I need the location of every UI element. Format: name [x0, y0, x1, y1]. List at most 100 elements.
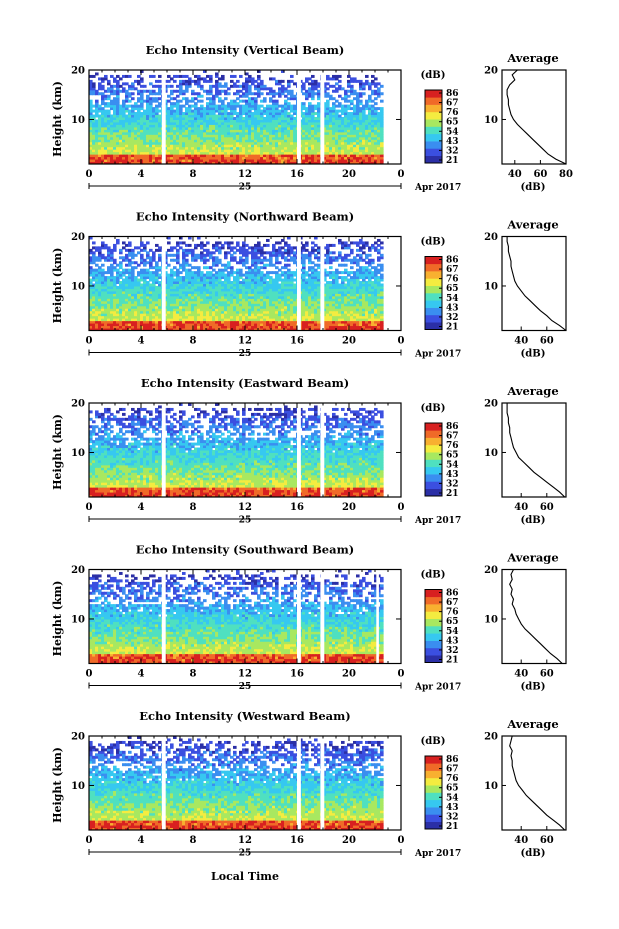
heatmap-cell — [266, 117, 270, 120]
heatmap-cell — [113, 104, 117, 108]
heatmap-cell — [311, 318, 315, 322]
heatmap-cell — [347, 151, 351, 155]
heatmap-cell — [317, 102, 321, 106]
heatmap-cell — [158, 89, 162, 93]
heatmap-cell — [104, 136, 108, 140]
heatmap-cell — [275, 303, 279, 307]
heatmap-cell — [209, 141, 213, 145]
heatmap-cell — [308, 102, 312, 106]
heatmap-cell — [305, 281, 309, 284]
heatmap-cell — [266, 124, 270, 128]
heatmap-cell — [368, 285, 372, 289]
heatmap-cell — [311, 151, 315, 155]
heatmap-cell — [326, 320, 330, 324]
heatmap-cell — [314, 107, 318, 111]
heatmap-cell — [248, 313, 252, 317]
heatmap-cell — [152, 146, 156, 150]
heatmap-cell — [200, 315, 204, 319]
heatmap-cell — [173, 283, 177, 287]
heatmap-cell — [227, 293, 231, 297]
heatmap-cell — [218, 313, 222, 317]
heatmap-cell — [242, 161, 246, 165]
heatmap-cell — [158, 139, 162, 143]
heatmap-cell — [341, 290, 345, 294]
heatmap-cell — [323, 104, 327, 108]
heatmap-cell — [284, 151, 288, 155]
heatmap-cell — [287, 315, 291, 319]
heatmap-cell — [374, 149, 378, 153]
heatmap-cell — [329, 124, 333, 128]
heatmap-cell — [221, 146, 225, 150]
heatmap-cell — [116, 320, 120, 324]
heatmap-cell — [263, 109, 267, 113]
heatmap-cell — [98, 300, 102, 304]
heatmap-cell — [311, 161, 315, 165]
heatmap-cell — [101, 313, 105, 317]
heatmap-cell — [353, 318, 357, 322]
heatmap-cell — [290, 293, 294, 297]
heatmap-cell — [272, 141, 276, 145]
heatmap-cell — [215, 156, 219, 160]
heatmap-cell — [287, 129, 291, 133]
heatmap-cell — [122, 285, 126, 289]
heatmap-cell — [98, 134, 102, 138]
heatmap-cell — [119, 313, 123, 317]
heatmap-cell — [287, 156, 291, 160]
heatmap-cell — [194, 313, 198, 317]
heatmap-cell — [254, 283, 258, 287]
heatmap-cell — [245, 94, 249, 98]
heatmap-cell — [134, 129, 138, 133]
heatmap-cell — [191, 149, 195, 153]
heatmap-cell — [206, 121, 210, 125]
heatmap-cell — [212, 295, 216, 299]
heatmap-cell — [326, 318, 330, 322]
heatmap-cell — [92, 318, 96, 322]
heatmap-cell — [377, 161, 381, 165]
heatmap-cell — [329, 94, 333, 98]
heatmap-cell — [110, 310, 114, 314]
heatmap-cell — [206, 134, 210, 138]
heatmap-cell — [227, 315, 231, 319]
heatmap-cell — [260, 146, 264, 150]
heatmap-cell — [191, 281, 195, 284]
heatmap-cell — [122, 290, 126, 294]
heatmap-cell — [221, 139, 225, 143]
heatmap-cell — [233, 129, 237, 133]
heatmap-cell — [275, 154, 279, 158]
heatmap-cell — [239, 308, 243, 312]
heatmap-cell — [167, 99, 171, 103]
heatmap-cell — [206, 126, 210, 130]
heatmap-cell — [371, 159, 375, 163]
heatmap-cell — [170, 308, 174, 312]
heatmap-cell — [122, 308, 126, 312]
heatmap-cell — [176, 112, 180, 116]
heatmap-cell — [248, 124, 252, 128]
heatmap-cell — [329, 293, 333, 297]
heatmap-cell — [116, 295, 120, 299]
heatmap-cell — [155, 318, 159, 322]
heatmap-cell — [89, 308, 93, 312]
heatmap-cell — [185, 315, 189, 319]
heatmap-cell — [260, 308, 264, 312]
heatmap-cell — [371, 290, 375, 294]
heatmap-cell — [329, 283, 333, 287]
heatmap-cell — [179, 112, 183, 116]
heatmap-cell — [323, 320, 327, 324]
heatmap-cell — [317, 300, 321, 304]
heatmap-cell — [182, 310, 186, 314]
heatmap-cell — [98, 151, 102, 155]
heatmap-cell — [89, 154, 93, 158]
heatmap-cell — [335, 121, 339, 125]
heatmap-cell — [242, 298, 246, 302]
heatmap-cell — [113, 84, 117, 88]
heatmap-cell — [335, 126, 339, 130]
heatmap-cell — [221, 285, 225, 289]
heatmap-cell — [353, 288, 357, 292]
heatmap-cell — [224, 109, 228, 113]
heatmap-cell — [338, 310, 342, 314]
heatmap-cell — [335, 117, 339, 120]
heatmap-cell — [308, 308, 312, 312]
heatmap-cell — [356, 97, 360, 101]
heatmap-cell — [164, 318, 168, 322]
heatmap-cell — [224, 107, 228, 111]
